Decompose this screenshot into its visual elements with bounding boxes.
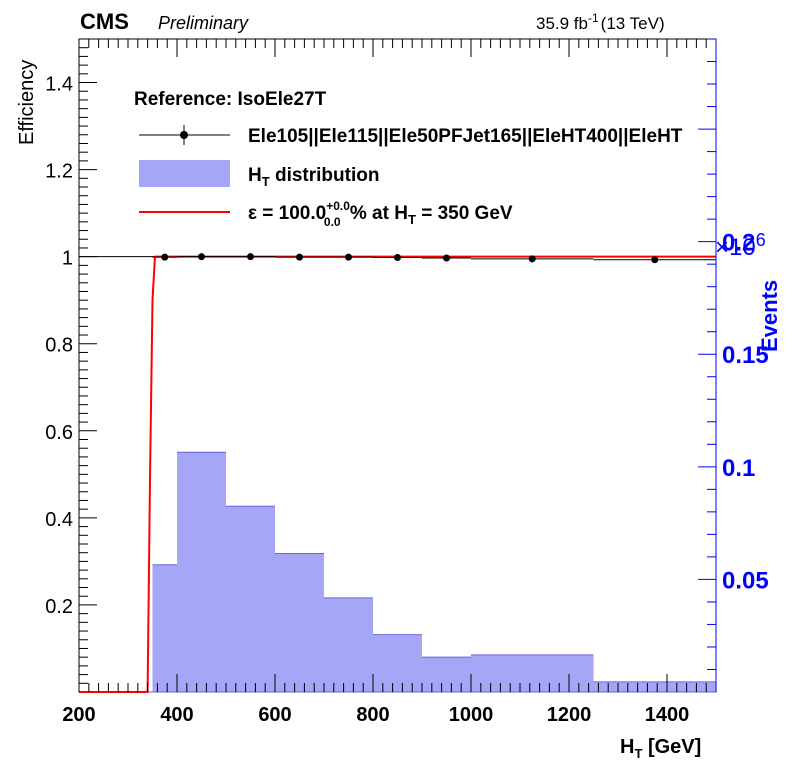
y-right-axis-ticks: 0.05 0.1 0.15 0.2 (698, 38, 769, 692)
efficiency-point-4 (345, 253, 352, 261)
histogram-bar-7 (471, 654, 594, 692)
histogram-bar-4 (324, 597, 373, 692)
x-tick-label: 1200 (547, 704, 592, 726)
experiment-label: CMS (80, 9, 129, 34)
legend-histogram-swatch (139, 160, 230, 187)
histogram-bar-0 (152, 564, 177, 692)
x-tick-label: 800 (356, 704, 389, 726)
legend-header: Reference: IsoEle27T (134, 89, 327, 110)
efficiency-point-1 (198, 253, 205, 261)
histogram-bar-1 (177, 452, 226, 692)
y-left-tick-label: 0.4 (45, 509, 73, 531)
legend: Reference: IsoEle27T Ele105||Ele115||Ele… (134, 89, 683, 229)
y-right-tick-label: 0.1 (722, 455, 755, 482)
legend-fit-label: ε = 100.0+0.0 0.0 % at HT = 350 GeV (248, 199, 513, 229)
efficiency-point-6 (443, 254, 450, 262)
x-tick-label: 1000 (449, 704, 494, 726)
efficiency-points (152, 253, 716, 264)
x-tick-label: 1400 (645, 704, 690, 726)
y-left-tick-label: 1 (62, 248, 73, 270)
histogram-bar-5 (373, 634, 422, 692)
legend-efficiency-label: Ele105||Ele115||Ele50PFJet165||EleHT400|… (248, 126, 683, 147)
efficiency-point-0 (161, 253, 169, 261)
x-tick-label: 400 (160, 704, 193, 726)
x-tick-label: 200 (62, 704, 95, 726)
efficiency-point-3 (296, 253, 303, 261)
y-left-tick-label: 1.4 (45, 74, 73, 96)
y-left-tick-label: 0.6 (45, 422, 73, 444)
x-axis-label: HT [GeV] (620, 736, 701, 761)
histogram-bar-2 (226, 506, 275, 692)
histogram-bar-6 (422, 657, 471, 692)
y-left-axis-label: Efficiency (16, 60, 38, 145)
efficiency-point-7 (528, 255, 536, 263)
lumi-label: 35.9 fb-1 (13 TeV) (536, 11, 665, 33)
legend-histogram-label: HT distribution (248, 165, 379, 189)
efficiency-point-8 (651, 256, 659, 264)
y-left-tick-label: 0.8 (45, 335, 73, 357)
ht-distribution-histogram (79, 451, 716, 693)
y-right-axis-label: Events (757, 280, 782, 352)
status-label: Preliminary (158, 13, 249, 33)
x-tick-label: 600 (258, 704, 291, 726)
y-left-tick-label: 1.2 (45, 161, 73, 183)
histogram-bar-8 (593, 681, 716, 692)
y-left-tick-label: 0.2 (45, 596, 73, 618)
histogram-bar-3 (275, 553, 324, 692)
y-right-multiplier: ×106 (715, 230, 766, 261)
efficiency-point-2 (247, 253, 254, 261)
y-right-tick-label: 0.05 (722, 567, 769, 594)
y-left-axis-ticks: 0.2 0.4 0.6 0.8 1 1.2 1.4 (45, 38, 97, 684)
y-right-tick-label: 0.15 (722, 342, 769, 369)
legend-efficiency-marker (180, 131, 188, 139)
y-right-tick-label: 0.2 (722, 230, 755, 257)
efficiency-point-5 (394, 254, 401, 262)
